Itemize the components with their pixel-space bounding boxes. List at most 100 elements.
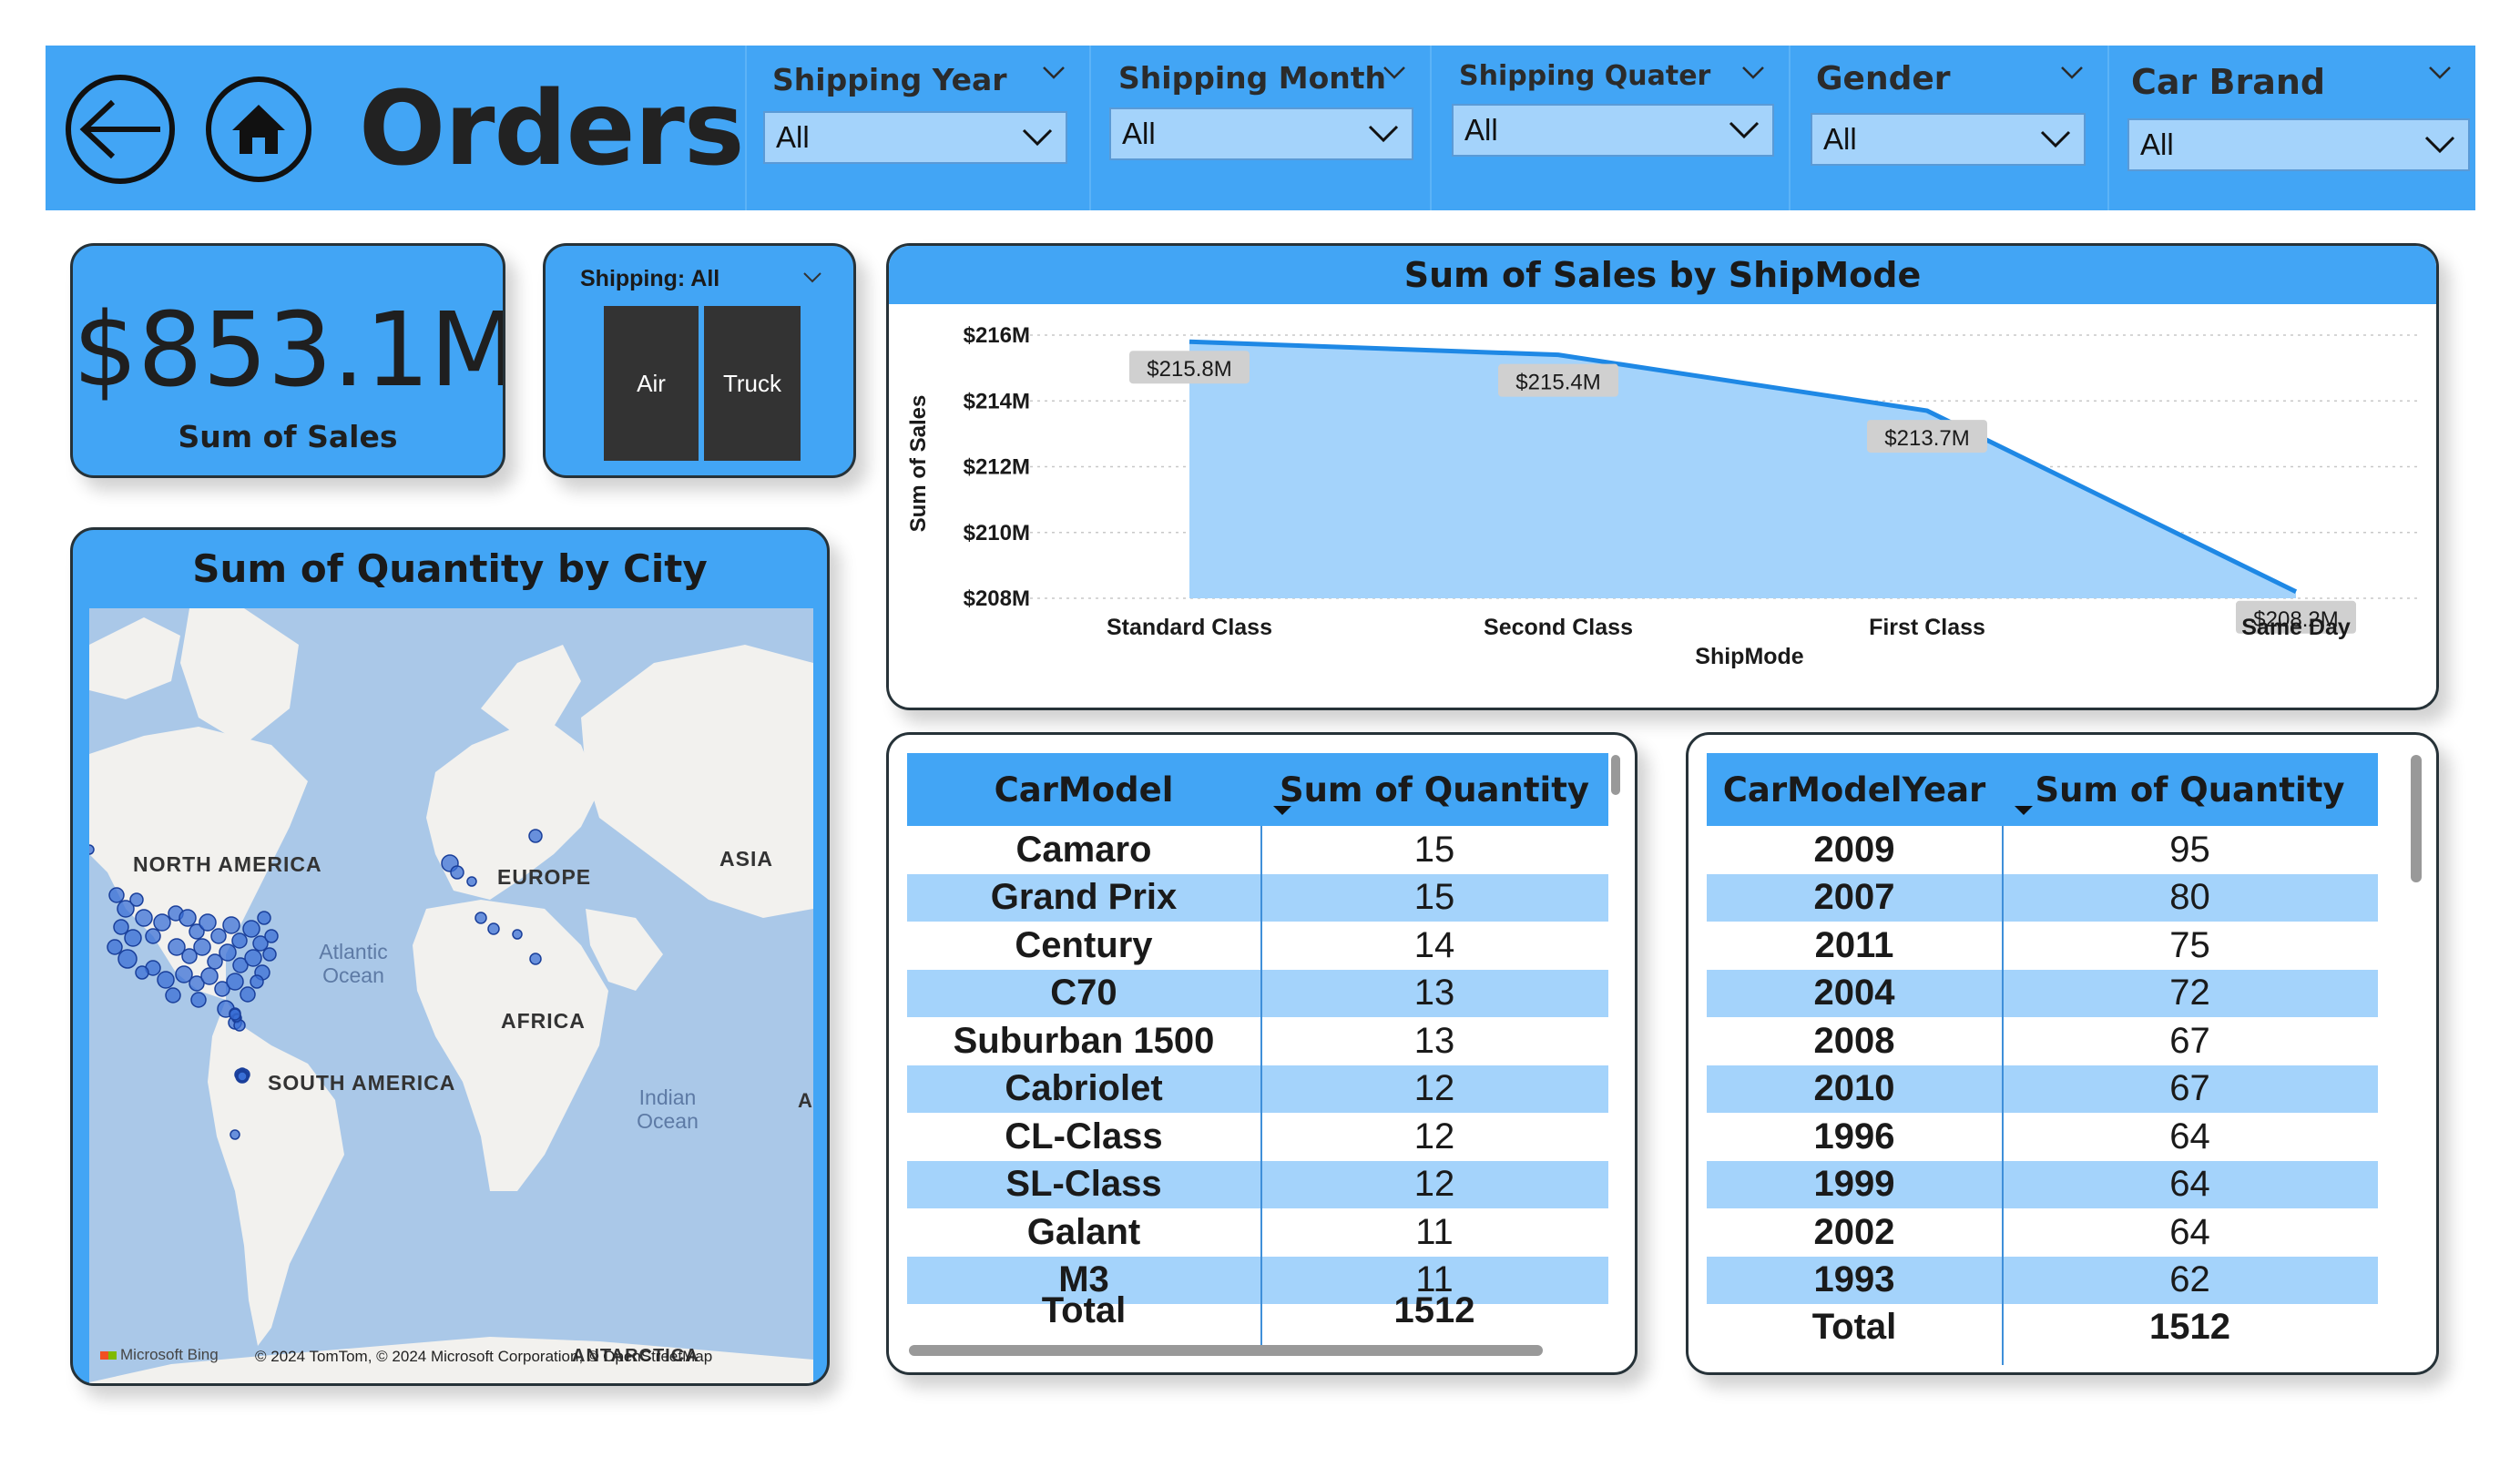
chevron-down-icon[interactable] [1741,66,1765,80]
chevron-down-icon[interactable] [2060,66,2084,80]
table-row[interactable]: Grand Prix 15 [907,873,1608,922]
cell-label: 2008 [1813,1020,1895,1061]
slicer-title: Shipping Year [772,62,1007,97]
vertical-scrollbar[interactable] [1611,755,1620,795]
table-row[interactable]: 2007 80 [1707,873,2378,922]
chevron-down-icon[interactable] [1382,66,1406,80]
chevron-down-icon[interactable] [802,271,822,284]
kpi-value: $853.1M [73,291,505,410]
slicer-car-brand[interactable]: Car Brand All [2107,46,2475,210]
shipping-option-truck[interactable]: Truck [704,306,801,461]
cell-value: 64 [2169,1164,2210,1204]
shipping-option-air[interactable]: Air [604,306,699,461]
total-label: Total [1811,1306,1897,1347]
cell-value: 67 [2169,1020,2210,1061]
column-header-sum-quantity[interactable]: Sum of Quantity [1279,769,1590,810]
sort-desc-icon[interactable] [1271,804,1293,817]
label-europe: EUROPE [497,865,592,889]
slicer-dropdown[interactable]: All [2127,118,2470,171]
cell-value: 95 [2169,829,2210,870]
cell-label: Camaro [1015,829,1152,870]
map-points-extra [229,1008,250,1140]
slicer-dropdown[interactable]: All [1109,107,1413,160]
cell-label: 2007 [1813,877,1895,917]
cell-value: 75 [2169,924,2210,965]
table-row[interactable]: C70 13 [907,969,1608,1017]
table-row[interactable]: 2009 95 [1707,826,2378,873]
slicer-title: Shipping Quater [1459,60,1711,92]
table-row[interactable]: CL-Class 12 [907,1113,1608,1160]
table-row[interactable]: 2011 75 [1707,922,2378,969]
table-row[interactable]: 2002 64 [1707,1208,2378,1256]
column-header-carmodel[interactable]: CarModel [994,769,1174,810]
table-row[interactable]: 1993 62 [1707,1256,2378,1304]
x-tick-label: Second Class [1484,615,1633,640]
cell-value: 13 [1413,973,1455,1013]
slicer-dropdown[interactable]: All [1811,113,2086,166]
table-row[interactable]: 2004 72 [1707,969,2378,1017]
label-antarctica: ANTARCTICA [572,1346,699,1366]
column-header-sum-quantity[interactable]: Sum of Quantity [2035,769,2345,810]
table-row[interactable]: Suburban 1500 13 [907,1017,1608,1065]
slicer-shipping-quater[interactable]: Shipping Quater All [1430,46,1789,210]
slicer-gender[interactable]: Gender All [1789,46,2107,210]
table-row[interactable]: 2010 67 [1707,1065,2378,1113]
y-tick-label: $216M [964,323,1030,348]
cell-value: 72 [2169,973,2210,1013]
data-label-bg [2236,600,2356,634]
kpi-card-sum-of-sales[interactable]: $853.1M Sum of Sales [70,243,505,478]
world-map [89,608,813,1383]
horizontal-scrollbar[interactable] [909,1345,1543,1356]
series-line[interactable] [1189,339,2298,595]
slicer-dropdown[interactable]: All [1452,104,1774,157]
table-row[interactable]: Camaro 15 [907,826,1608,873]
x-tick-label: Same Day [2241,615,2351,640]
car-model-table-card: CarModel Sum of Quantity Camaro 15 Grand P… [886,732,1637,1375]
map-title: Sum of Quantity by City [192,546,708,591]
cell-label: M3 [1058,1259,1109,1299]
cell-label: CL-Class [1005,1116,1163,1156]
table-header: CarModelYear Sum of Quantity [1707,753,2378,826]
cell-label: 1996 [1813,1116,1895,1156]
table-row[interactable]: Galant 11 [907,1208,1608,1256]
cell-value: 11 [1415,1211,1454,1252]
city-map[interactable]: NORTH AMERICA EUROPE ASIA AFRICA SOUTH A… [89,608,813,1383]
chevron-down-icon[interactable] [1042,66,1066,80]
back-button[interactable] [66,75,175,184]
cell-label: 2004 [1813,973,1895,1013]
slicer-shipping-year[interactable]: Shipping Year All [745,46,1089,210]
slicer-value: All [1823,122,1857,156]
kpi-label: Sum of Sales [178,419,398,454]
home-button[interactable] [206,76,311,182]
column-divider [2002,826,2004,1365]
slicer-value: All [776,120,810,154]
table-row[interactable]: SL-Class 12 [907,1160,1608,1208]
chevron-down-icon [2040,130,2071,148]
table-row[interactable]: 1996 64 [1707,1113,2378,1160]
shipping-slicer-card: Shipping: All Air Truck [543,243,856,478]
total-label: Total [1041,1289,1127,1330]
sales-area-chart[interactable]: $216M $214M $212M $210M $208M $215.8M $215.4M $… [889,304,2439,710]
column-divider [1260,826,1262,1354]
table-row[interactable]: Cabriolet 12 [907,1065,1608,1113]
cell-label: 2002 [1813,1211,1895,1252]
cell-value: 15 [1413,829,1455,870]
chevron-down-icon [1022,128,1053,147]
chevron-down-icon[interactable] [2428,66,2452,80]
slicer-shipping-month[interactable]: Shipping Month All [1089,46,1430,210]
map-copyright[interactable]: © 2024 TomTom, © 2024 Microsoft Corporat… [255,1348,713,1365]
table-total-row: Total 1512 [907,1287,1608,1334]
table-row[interactable]: M3 11 [907,1256,1608,1304]
table-row[interactable]: 2008 67 [1707,1017,2378,1065]
sort-desc-icon[interactable] [2013,804,2035,817]
cell-value: 13 [1413,1020,1455,1061]
table-row[interactable]: 1999 64 [1707,1160,2378,1208]
table-row[interactable]: Century 14 [907,922,1608,969]
slicer-dropdown[interactable]: All [763,111,1067,164]
chevron-down-icon [1729,121,1760,139]
total-value: 1512 [1393,1289,1475,1330]
vertical-scrollbar[interactable] [2411,755,2422,882]
column-header-carmodelyear[interactable]: CarModelYear [1722,769,1986,810]
data-label: $215.8M [1147,357,1231,382]
shipping-slicer-title: Shipping: All [580,266,720,291]
